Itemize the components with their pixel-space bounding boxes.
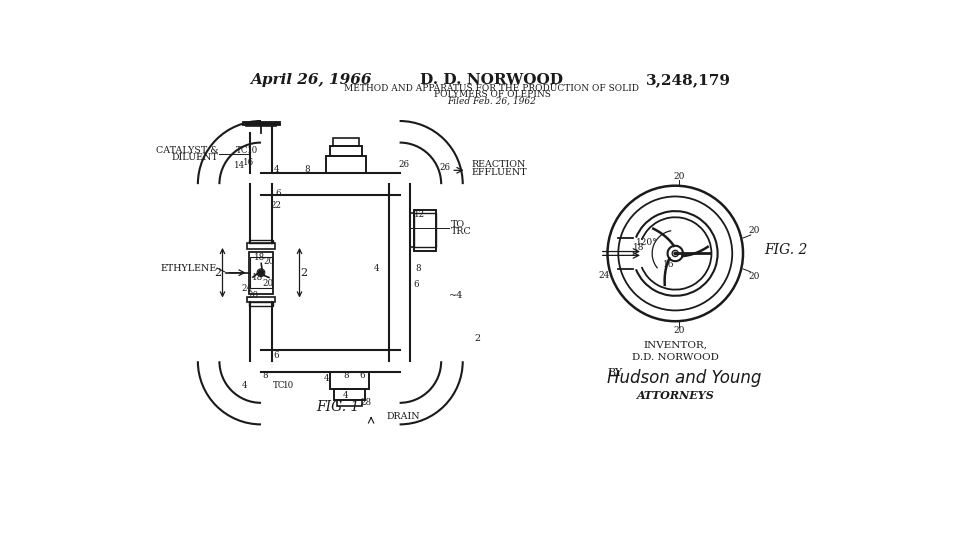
Bar (332, 138, 359, 146)
Text: Hudson and Young: Hudson and Young (608, 369, 761, 387)
Text: 26: 26 (440, 163, 450, 172)
Text: FIG. 1: FIG. 1 (316, 401, 360, 415)
Text: 18: 18 (253, 253, 265, 262)
Bar (325, 157, 366, 173)
Bar (410, 213, 414, 247)
Text: 8: 8 (416, 265, 420, 273)
Text: DRAIN: DRAIN (387, 412, 420, 421)
Bar (247, 296, 275, 302)
Text: D. D. NORWOOD: D. D. NORWOOD (420, 73, 564, 87)
Text: 12: 12 (414, 211, 425, 219)
Text: 10: 10 (283, 381, 295, 390)
Circle shape (674, 252, 677, 254)
Text: 22: 22 (270, 201, 281, 210)
Text: METHOD AND APPARATUS FOR THE PRODUCTION OF SOLID: METHOD AND APPARATUS FOR THE PRODUCTION … (345, 84, 639, 93)
Bar (250, 240, 273, 244)
Text: ATTORNEYS: ATTORNEYS (636, 390, 714, 401)
Text: 14: 14 (234, 161, 245, 170)
Text: FIG. 2: FIG. 2 (764, 242, 808, 256)
Text: 4: 4 (373, 265, 379, 273)
Text: 8: 8 (304, 165, 310, 174)
Text: ETHYLENE: ETHYLENE (160, 264, 216, 273)
Bar (330, 372, 369, 389)
Text: REACTION: REACTION (471, 160, 526, 170)
Text: 2: 2 (300, 268, 308, 278)
Text: 4: 4 (343, 390, 348, 400)
Text: TC: TC (236, 146, 249, 155)
Text: 20: 20 (263, 258, 275, 266)
Text: INVENTOR,
D.D. NORWOOD: INVENTOR, D.D. NORWOOD (632, 341, 719, 362)
Text: 4: 4 (274, 165, 279, 174)
Text: 2: 2 (214, 268, 222, 278)
Bar (334, 389, 365, 400)
Text: DILUENT: DILUENT (172, 153, 219, 163)
Bar (250, 302, 273, 306)
Text: 26: 26 (398, 160, 410, 168)
Text: 10: 10 (247, 146, 258, 155)
Text: 20: 20 (673, 172, 684, 181)
Text: 3,248,179: 3,248,179 (646, 73, 731, 87)
Bar (249, 252, 274, 294)
Text: 6: 6 (276, 189, 280, 198)
Text: 8: 8 (263, 370, 269, 380)
Bar (414, 210, 436, 251)
Text: EFFLUENT: EFFLUENT (471, 168, 527, 177)
Text: 20: 20 (673, 326, 684, 335)
Text: 20: 20 (262, 279, 274, 288)
Text: 24: 24 (598, 271, 610, 280)
Bar (251, 257, 272, 288)
Text: 20: 20 (248, 291, 259, 300)
Text: 4: 4 (241, 381, 247, 390)
Text: TO: TO (450, 220, 465, 229)
Text: 6: 6 (273, 350, 278, 360)
Text: 16: 16 (663, 260, 675, 269)
Text: 24: 24 (242, 284, 252, 293)
Text: CATALYST &: CATALYST & (156, 146, 219, 155)
Text: 20: 20 (748, 226, 759, 235)
Bar (337, 400, 362, 406)
Bar (329, 146, 362, 157)
Text: April 26, 1966: April 26, 1966 (251, 73, 372, 87)
Text: 28: 28 (361, 399, 372, 407)
Circle shape (258, 270, 264, 275)
Bar (414, 213, 436, 247)
Text: BY: BY (608, 368, 623, 378)
Text: POLYMERS OF OLEPINS: POLYMERS OF OLEPINS (434, 90, 550, 99)
Text: ~4: ~4 (449, 291, 464, 300)
Text: 120°: 120° (636, 239, 658, 247)
Text: 18: 18 (252, 273, 264, 282)
Text: 8: 8 (344, 370, 349, 380)
Text: 6: 6 (359, 370, 365, 380)
Text: Filed Feb. 26, 1962: Filed Feb. 26, 1962 (447, 97, 537, 105)
Text: 20: 20 (748, 272, 759, 281)
Bar (247, 244, 275, 249)
Text: 2: 2 (474, 334, 480, 343)
Text: 18: 18 (634, 243, 645, 252)
Text: TRC: TRC (450, 227, 471, 237)
Text: 4: 4 (324, 374, 329, 383)
Text: 16: 16 (243, 158, 254, 167)
Text: 6: 6 (414, 280, 420, 289)
Text: TC: TC (274, 381, 286, 390)
